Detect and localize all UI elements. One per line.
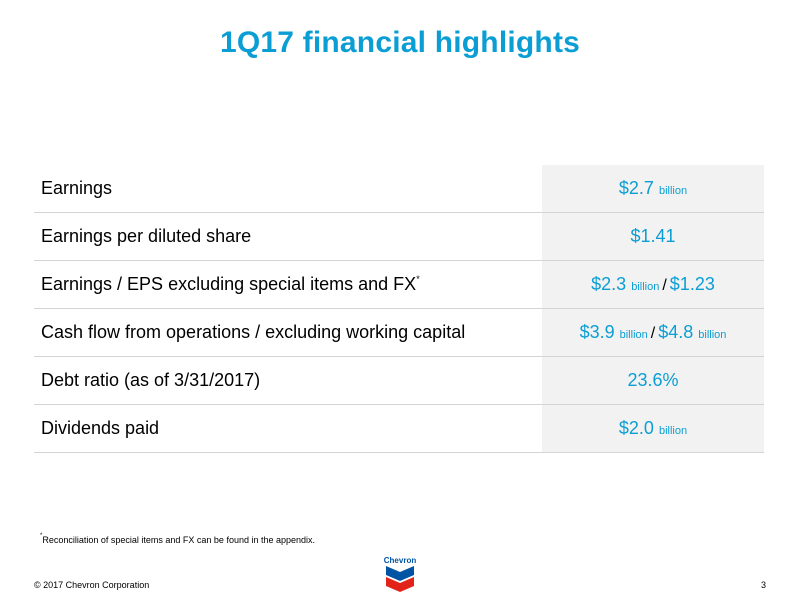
row-value: $2.0 billion [542, 405, 764, 452]
value-unit: billion [619, 329, 648, 341]
table-row-cash-flow: Cash flow from operations / excluding wo… [34, 309, 764, 357]
value-amount: $1.41 [630, 226, 676, 246]
footnote-text: Reconciliation of special items and FX c… [42, 535, 316, 545]
value-amount: $2.7 [618, 178, 654, 198]
row-value: $3.9 billion / $4.8 billion [542, 309, 764, 356]
page-number: 3 [760, 580, 766, 590]
row-value: $1.41 [542, 213, 764, 260]
copyright: © 2017 Chevron Corporation [34, 580, 150, 590]
value-unit: billion [658, 185, 688, 197]
value-unit: billion [658, 425, 688, 437]
table-row-earnings-excluding: Earnings / EPS excluding special items a… [34, 261, 764, 309]
row-value: 23.6% [542, 357, 764, 404]
row-label: Earnings / EPS excluding special items a… [41, 261, 420, 308]
chevron-logo: Chevron [371, 555, 429, 595]
page-title: 1Q17 financial highlights [219, 26, 581, 59]
highlights-table: Earnings $2.7 billion Earnings per dilut… [34, 165, 764, 453]
table-row-earnings: Earnings $2.7 billion [34, 165, 764, 213]
row-label: Earnings per diluted share [41, 226, 252, 246]
value-amount: $3.9 [579, 322, 615, 342]
table-row-debt-ratio: Debt ratio (as of 3/31/2017) 23.6% [34, 357, 764, 405]
row-label: Dividends paid [41, 418, 160, 438]
row-label: Earnings [41, 178, 113, 198]
value-amount-2: $1.23 [669, 274, 715, 294]
value-amount: 23.6% [627, 370, 679, 390]
row-value: $2.3 billion / $1.23 [542, 261, 764, 308]
footnote-marker: * [416, 274, 420, 284]
row-label-text: Earnings / EPS excluding special items a… [41, 274, 417, 294]
value-amount: $2.3 [591, 274, 627, 294]
value-amount: $2.0 [618, 418, 654, 438]
table-row-dividends: Dividends paid $2.0 billion [34, 405, 764, 453]
row-label: Debt ratio (as of 3/31/2017) [41, 370, 261, 390]
footnote-marker: * [40, 533, 43, 539]
row-label: Cash flow from operations / excluding wo… [41, 322, 466, 342]
table-row-eps: Earnings per diluted share $1.41 [34, 213, 764, 261]
value-unit-2: billion [698, 329, 727, 341]
chevron-logo-icon: Chevron [384, 556, 417, 592]
value-separator: / [650, 325, 656, 342]
logo-wordmark: Chevron [384, 556, 417, 565]
row-value: $2.7 billion [542, 165, 764, 212]
value-unit: billion [631, 281, 660, 293]
value-amount-2: $4.8 [658, 322, 694, 342]
footnote: *Reconciliation of special items and FX … [40, 533, 316, 545]
value-separator: / [662, 277, 667, 294]
